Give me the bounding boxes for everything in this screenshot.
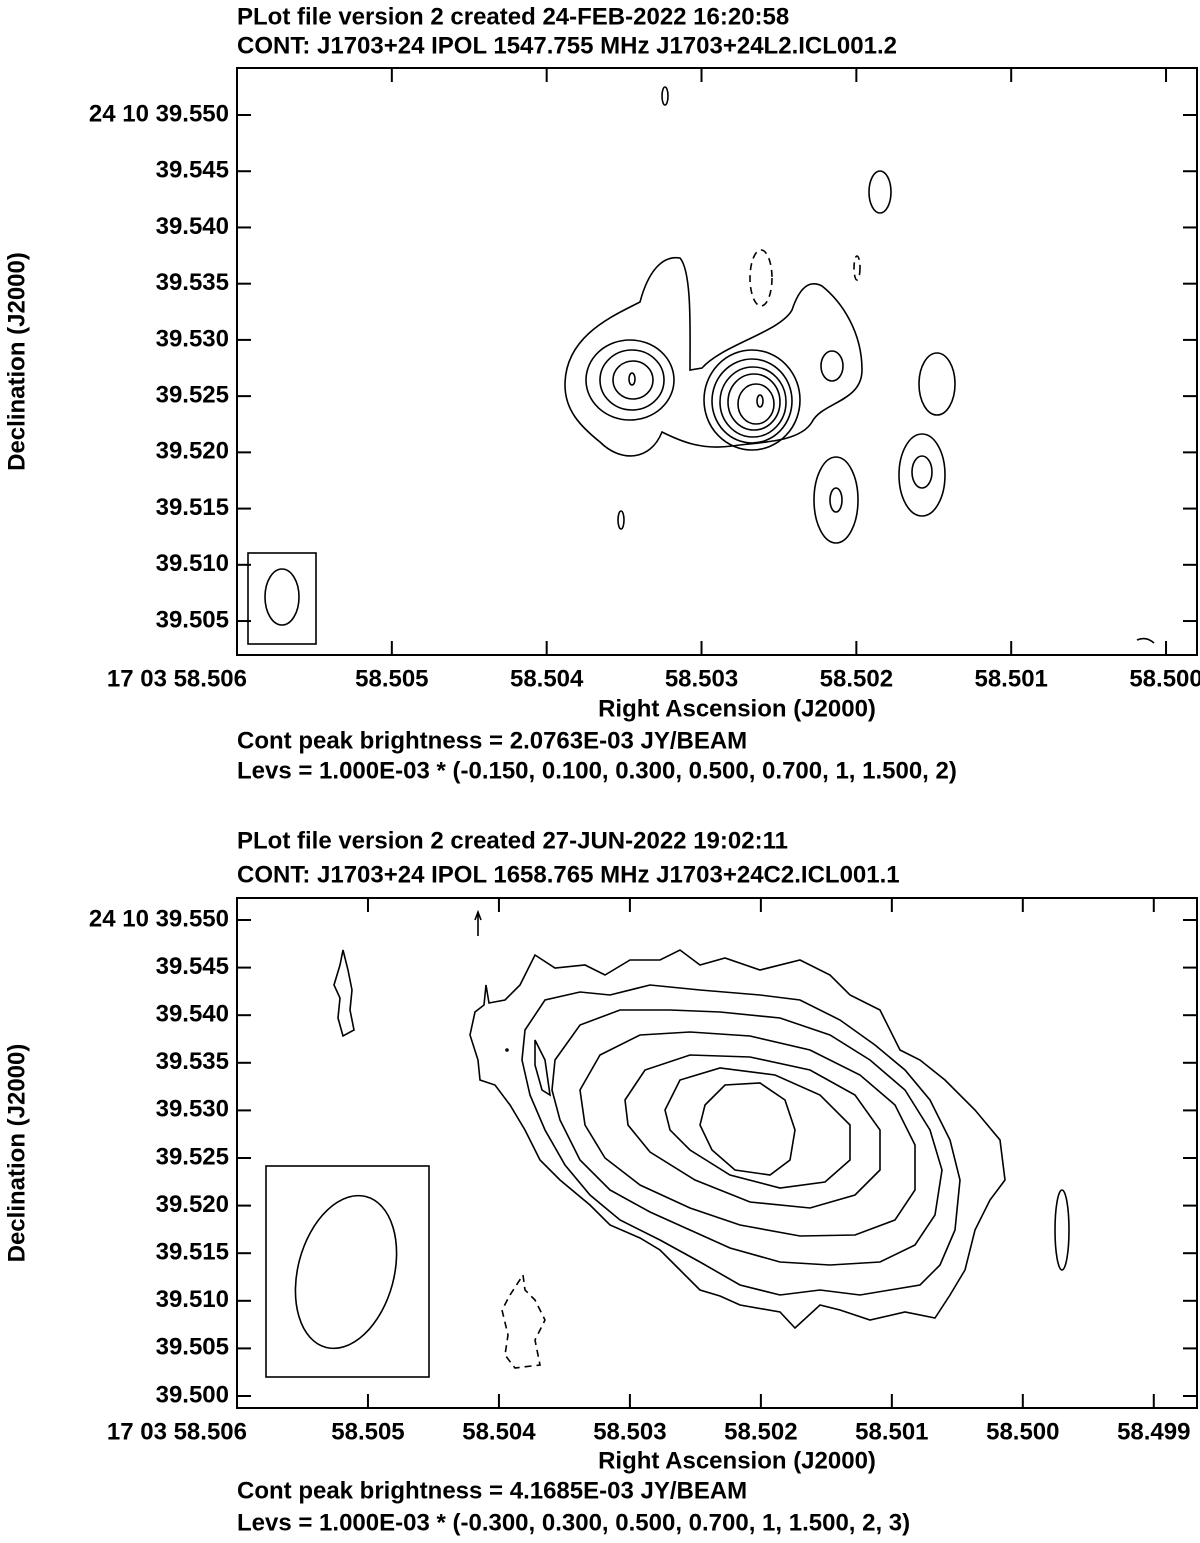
y-tick-label: 39.505 — [156, 606, 229, 633]
plot-frame — [236, 897, 1198, 1409]
x-tick-label: 58.505 — [355, 665, 428, 692]
chart-subtitle: CONT: J1703+24 IPOL 1658.765 MHz J1703+2… — [237, 861, 900, 888]
contours — [265, 909, 1070, 1378]
y-tick-label: 39.535 — [156, 269, 229, 296]
annotation: Cont peak brightness = 4.1685E-03 JY/BEA… — [237, 1477, 747, 1504]
x-tick-label: 58.504 — [462, 1418, 536, 1445]
y-tick-label: 39.535 — [156, 1048, 229, 1075]
annotation: Levs = 1.000E-03 * (-0.150, 0.100, 0.300… — [237, 757, 957, 784]
y-tick-label: 39.510 — [156, 1286, 229, 1313]
y-axis-label: Declination (J2000) — [3, 252, 30, 471]
x-tick-label: 58.502 — [724, 1418, 797, 1445]
y-axis-label: Declination (J2000) — [3, 1044, 30, 1263]
annotation: Levs = 1.000E-03 * (-0.300, 0.300, 0.500… — [237, 1509, 910, 1536]
y-tick-label: 39.545 — [156, 953, 229, 980]
y-tick-label: 39.500 — [156, 1381, 229, 1408]
plot-frame — [236, 67, 1198, 656]
y-tick-label: 24 10 39.550 — [89, 100, 229, 127]
y-tick-label: 39.525 — [156, 1143, 229, 1170]
x-tick-label: 58.505 — [331, 1418, 404, 1445]
x-tick-label: 58.503 — [665, 665, 738, 692]
x-tick-label: 58.500 — [1129, 665, 1200, 692]
x-tick-label: 17 03 58.506 — [107, 1418, 247, 1445]
y-tick-label: 39.530 — [156, 1096, 229, 1123]
x-tick-label: 58.501 — [855, 1418, 928, 1445]
y-tick-label: 39.525 — [156, 381, 229, 408]
x-tick-label: 58.501 — [974, 665, 1047, 692]
chart-subtitle: CONT: J1703+24 IPOL 1547.755 MHz J1703+2… — [237, 32, 897, 59]
annotation: Cont peak brightness = 2.0763E-03 JY/BEA… — [237, 727, 747, 754]
y-tick-label: 39.515 — [156, 1239, 229, 1266]
chart-title: PLot file version 2 created 24-FEB-2022 … — [237, 3, 789, 30]
y-tick-label: 39.520 — [156, 1191, 229, 1218]
y-tick-label: 39.520 — [156, 438, 229, 465]
x-axis-label: Right Ascension (J2000) — [598, 1447, 876, 1474]
y-tick-label: 39.545 — [156, 157, 229, 184]
x-tick-label: 58.500 — [986, 1418, 1059, 1445]
x-tick-label: 58.504 — [510, 665, 584, 692]
y-tick-label: 39.515 — [156, 494, 229, 521]
y-tick-label: 39.540 — [156, 1001, 229, 1028]
x-tick-label: 58.502 — [820, 665, 893, 692]
y-tick-label: 39.510 — [156, 550, 229, 577]
x-tick-label: 58.499 — [1117, 1418, 1190, 1445]
y-tick-label: 39.530 — [156, 325, 229, 352]
x-axis-label: Right Ascension (J2000) — [598, 695, 876, 722]
y-tick-label: 39.540 — [156, 213, 229, 240]
x-tick-label: 58.503 — [593, 1418, 666, 1445]
contours — [247, 86, 1155, 645]
y-tick-label: 24 10 39.550 — [89, 905, 229, 932]
y-tick-label: 39.505 — [156, 1334, 229, 1361]
x-tick-label: 17 03 58.506 — [107, 665, 247, 692]
chart-title: PLot file version 2 created 27-JUN-2022 … — [237, 827, 788, 854]
